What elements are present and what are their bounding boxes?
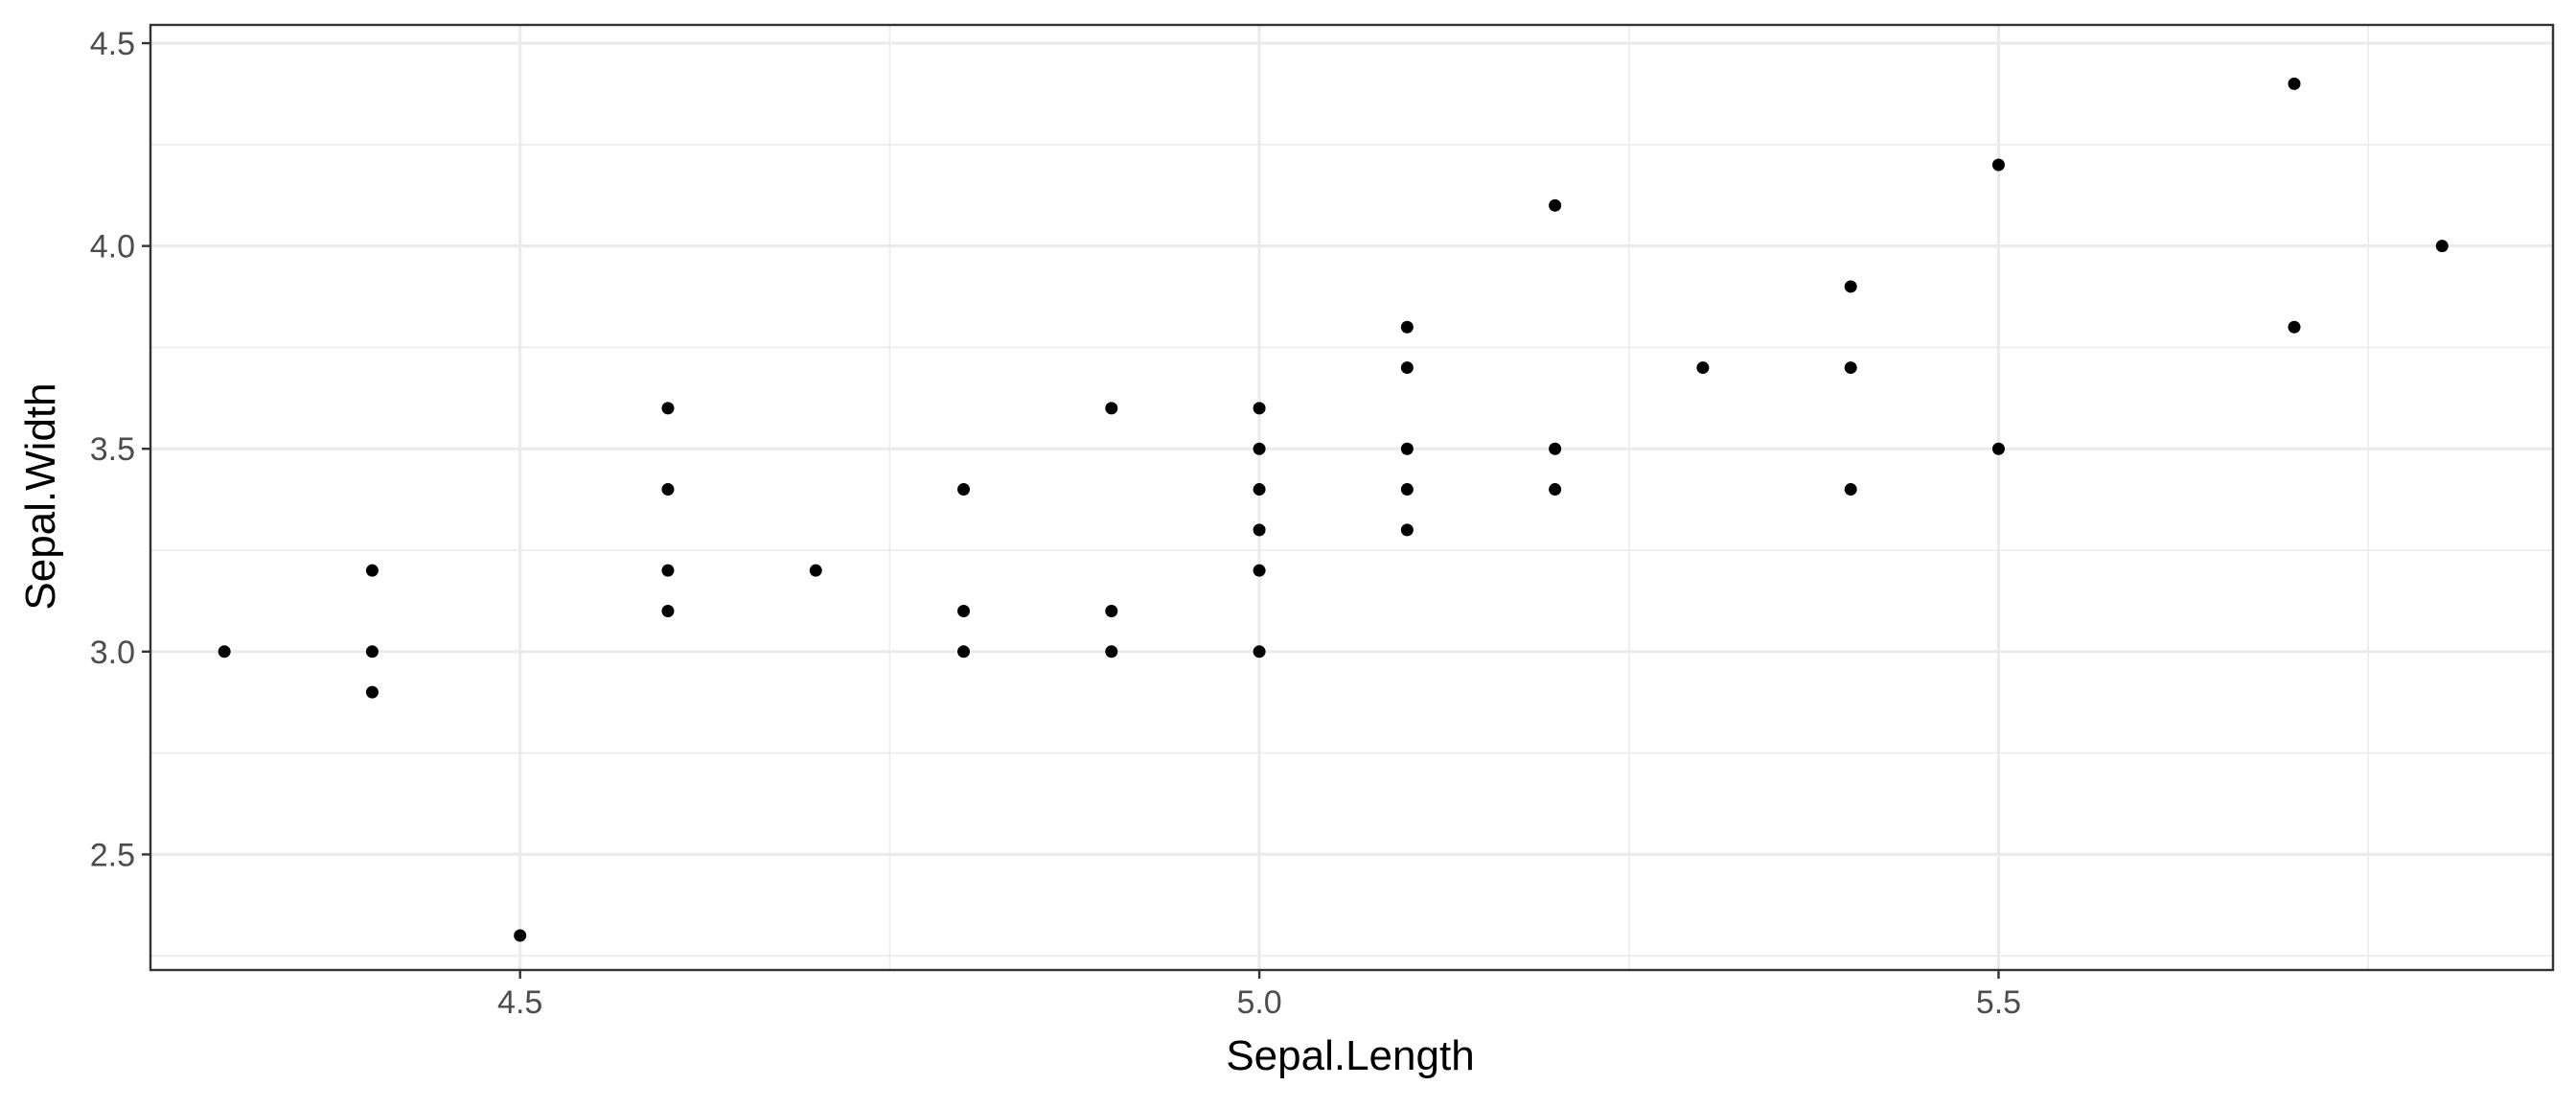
data-point [365,564,379,577]
data-point [1105,645,1118,658]
data-point [1844,361,1857,375]
data-point [809,564,822,577]
panel-border [149,23,2555,972]
data-point [1991,442,2005,455]
data-point [365,685,379,699]
data-point [1253,483,1266,497]
data-point [1253,442,1266,455]
data-point [1696,361,1710,375]
x-tick-label: 5.5 [1976,984,2021,1021]
data-point [365,645,379,658]
data-point [2288,320,2301,334]
data-point [1991,158,2005,172]
data-point [2288,77,2301,90]
data-point [661,402,675,415]
data-point [957,483,971,497]
data-point [1400,483,1414,497]
data-point [1253,402,1266,415]
x-tick-label: 5.0 [1236,984,1281,1021]
data-point [1400,320,1414,334]
data-point [1844,483,1857,497]
data-point [661,483,675,497]
data-points [218,77,2449,942]
x-axis-title: Sepal.Length [1226,1032,1474,1079]
data-point [661,604,675,617]
y-tick-label: 2.5 [90,837,135,873]
x-tick-label: 4.5 [497,984,542,1021]
data-point [218,645,231,658]
data-point [1253,645,1266,658]
data-point [1400,442,1414,455]
axis-ticks: 4.5 5.0 5.5 2.5 3.0 3.5 4.0 4.5 [90,26,2021,1021]
y-axis-title: Sepal.Width [17,382,64,610]
y-tick-label: 3.5 [90,431,135,468]
gridlines [150,25,2553,970]
data-point [1400,523,1414,537]
data-point [2435,240,2449,253]
data-point [1253,564,1266,577]
data-point [1105,402,1118,415]
y-tick-label: 4.0 [90,229,135,266]
y-tick-label: 4.5 [90,26,135,62]
data-point [1105,604,1118,617]
data-point [1844,280,1857,293]
data-point [957,645,971,658]
data-point [1549,442,1562,455]
data-point [957,604,971,617]
data-point [1400,361,1414,375]
y-tick-label: 3.0 [90,635,135,671]
data-point [1549,483,1562,497]
data-point [1549,198,1562,212]
data-point [661,564,675,577]
data-point [514,929,527,942]
data-point [1253,523,1266,537]
